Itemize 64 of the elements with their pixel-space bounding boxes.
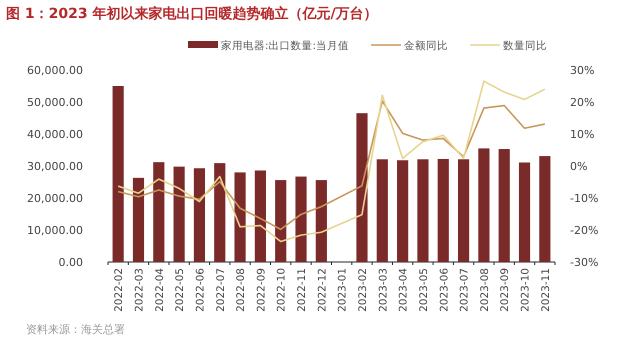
x-tick-label: 2022-07: [214, 268, 227, 312]
line-series: [117, 80, 546, 242]
x-tick-label: 2023-03: [377, 268, 390, 312]
y2-tick-label: -20%: [570, 224, 598, 237]
bar: [275, 180, 286, 262]
bar: [397, 160, 408, 262]
y-tick-label: 40,000.00: [27, 128, 83, 141]
bar: [295, 176, 307, 262]
x-tick-label: 2022-05: [174, 268, 186, 312]
bar: [356, 113, 368, 262]
y-tick-label: 20,000.00: [27, 192, 83, 205]
y2-tick-label: -10%: [570, 192, 598, 205]
x-tick-label: 2022-11: [296, 268, 308, 312]
x-tick-label: 2023-04: [398, 268, 410, 312]
x-tick-label: 2022-12: [316, 268, 328, 312]
bar: [518, 162, 530, 262]
bar: [254, 170, 266, 262]
bar: [194, 168, 206, 262]
y-tick-label: 0.00: [58, 256, 83, 269]
legend-label: 家用电器:出口数量:当月值: [221, 39, 350, 52]
bar: [438, 158, 449, 262]
bar: [132, 178, 144, 262]
bar: [153, 162, 164, 262]
bar: [174, 166, 185, 262]
y-tick-label: 50,000.00: [27, 96, 83, 109]
bar: [214, 163, 226, 262]
bar: [234, 172, 246, 262]
bar: [417, 159, 429, 262]
x-tick-label: 2022-09: [255, 268, 268, 312]
x-tick-label: 2022-06: [194, 268, 206, 312]
y2-tick-label: 30%: [570, 64, 594, 77]
y2-tick-label: -30%: [570, 256, 598, 269]
bar: [498, 149, 510, 262]
x-tick-label: 2022-04: [154, 268, 166, 312]
x-tick-label: 2023-10: [520, 268, 532, 312]
y-tick-label: 30,000.00: [27, 160, 83, 173]
legend-label: 数量同比: [503, 39, 548, 52]
y2-tick-label: 0%: [570, 160, 588, 173]
x-tick-label: 2023-01: [336, 268, 349, 312]
x-tick-label: 2022-02: [113, 268, 126, 312]
x-tick-label: 2023-09: [499, 268, 512, 312]
bar: [316, 180, 327, 262]
y2-tick-label: 10%: [570, 128, 594, 141]
x-tick-label: 2022-08: [235, 268, 248, 312]
x-tick-label: 2023-11: [540, 268, 552, 312]
x-tick-label: 2022-10: [276, 268, 288, 312]
line-series: [117, 100, 546, 230]
bar: [539, 156, 550, 262]
chart-title: 图 1：2023 年初以来家电出口回暖趋势确立（亿元/万台）: [6, 5, 378, 22]
bar: [478, 148, 490, 262]
x-tick-label: 2022-03: [133, 268, 146, 312]
text: 资料来源：海关总署: [26, 323, 125, 336]
x-tick-label: 2023-02: [356, 268, 369, 312]
bar: [458, 159, 470, 262]
y-tick-label: 10,000.00: [27, 224, 83, 237]
bar: [112, 86, 124, 262]
x-tick-label: 2023-08: [478, 268, 491, 312]
y-tick-label: 60,000.00: [27, 64, 83, 77]
x-tick-label: 2023-07: [458, 268, 471, 312]
bar: [376, 159, 388, 262]
legend-label: 金额同比: [404, 39, 448, 52]
x-tick-label: 2023-06: [438, 268, 450, 312]
y2-tick-label: 20%: [570, 96, 594, 109]
x-tick-label: 2023-05: [418, 268, 430, 312]
